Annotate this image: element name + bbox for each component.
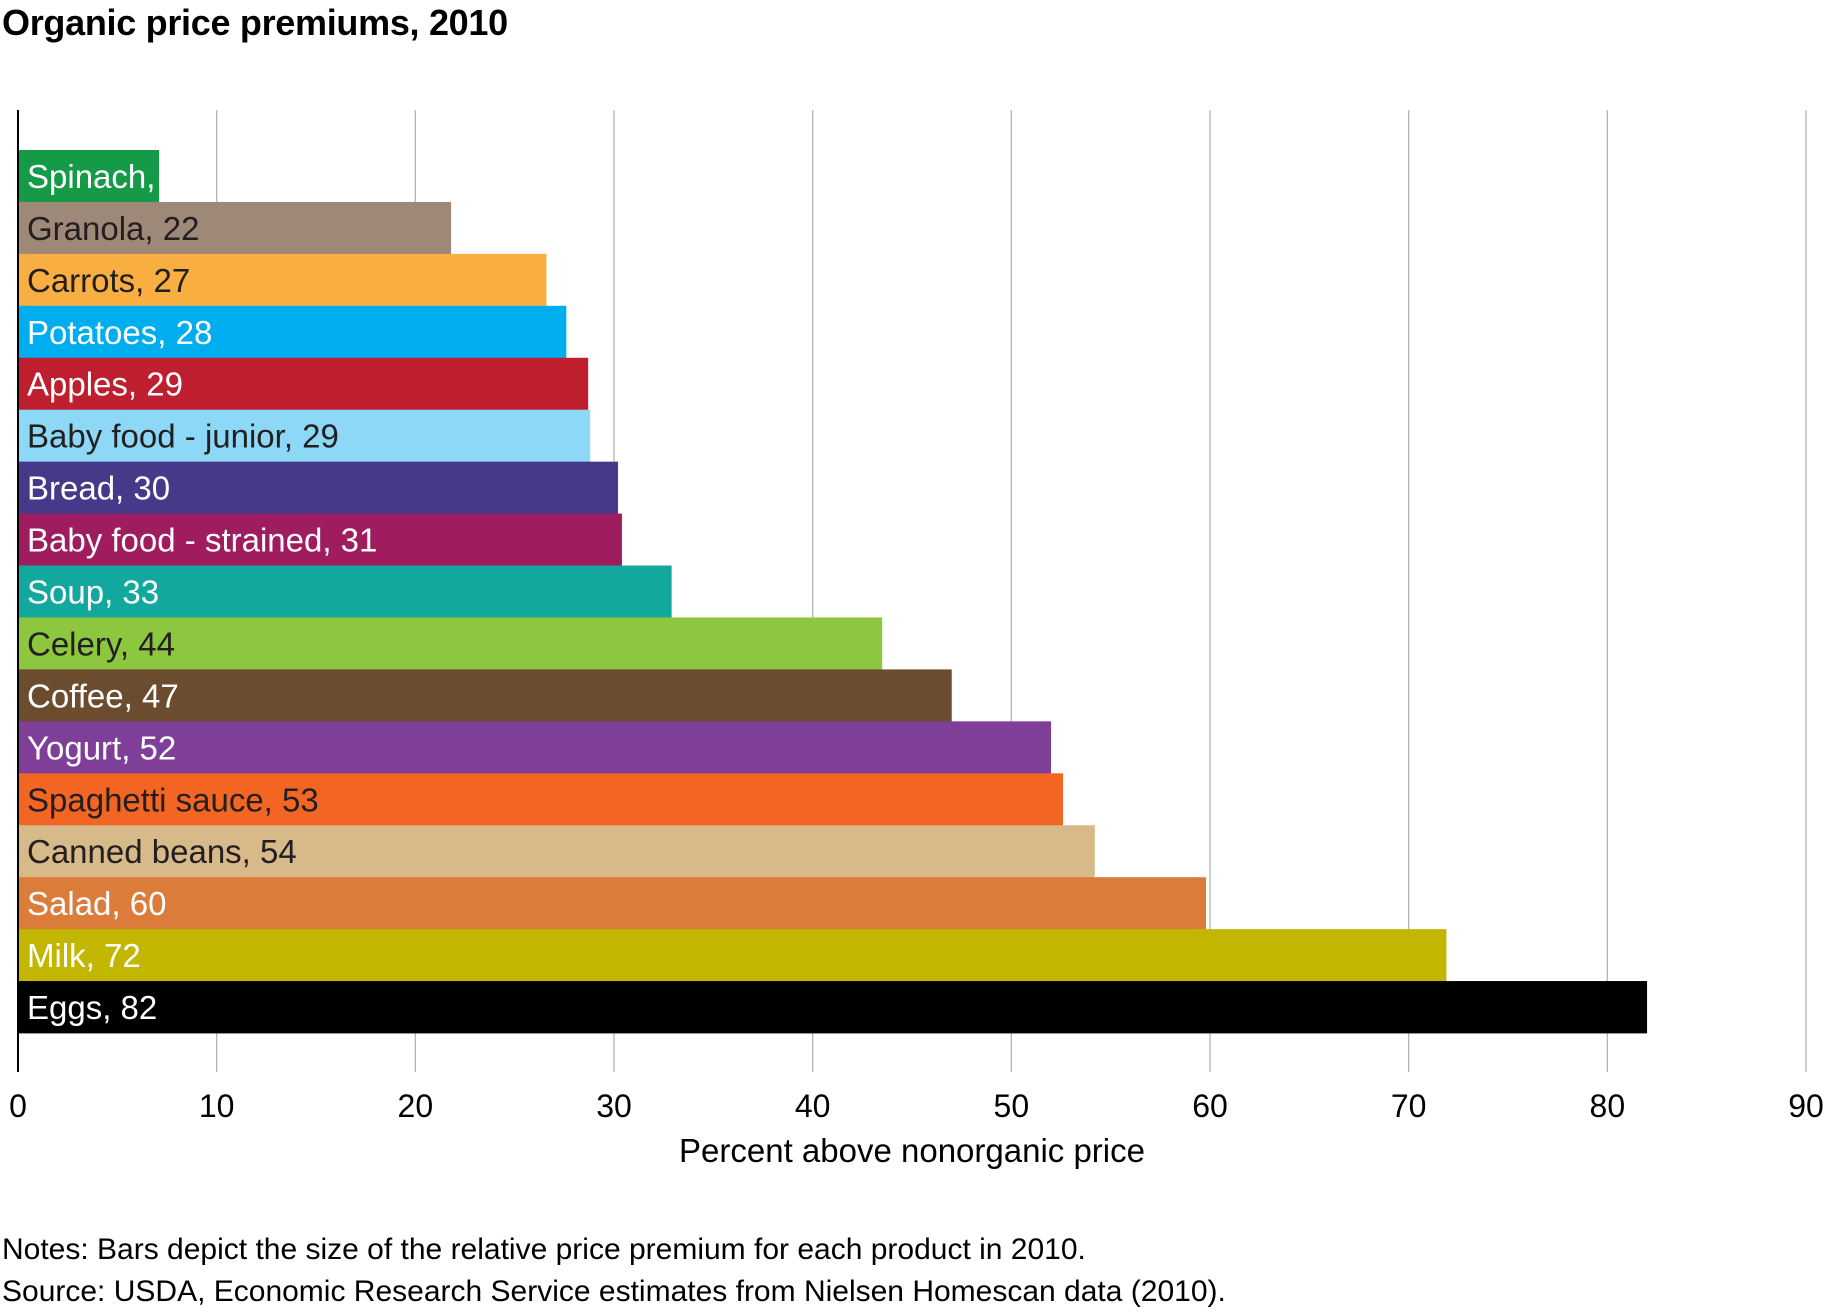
data-label-bread: Bread, 30 [27,470,170,507]
x-axis: 0 10 20 30 40 50 60 70 80 90 Percent above nonorga… [9,110,1824,1169]
data-label-celery: Celery, 44 [27,625,175,662]
bar-coffee [18,669,952,722]
footnotes: Notes: Bars depict the size of the relat… [2,1229,1226,1313]
notes-text: Notes: Bars depict the size of the relat… [2,1233,1086,1266]
bar-salad [18,877,1207,930]
x-axis-title: Percent above nonorganic price [679,1132,1145,1169]
data-label-canned-beans: Canned beans, 54 [27,833,297,870]
data-label-potatoes: Potatoes, 28 [27,314,212,351]
bar-apples [18,357,589,411]
bar-celery [18,617,883,670]
bar-chart: Spinach, 7 Granola, 22 Carrots, 27 Potatoes… [9,110,1824,1169]
bar-milk [18,929,1447,982]
data-label-baby-food-strained: Baby food - strained, 31 [27,522,377,559]
data-label-yogurt: Yogurt, 52 [27,729,176,766]
bar-canned-beans [18,825,1095,878]
x-tick-label-60: 60 [1192,1088,1228,1124]
source-text: Source: USDA, Economic Research Service … [2,1275,1226,1308]
data-label-carrots: Carrots, 27 [27,262,190,299]
data-label-granola: Granola, 22 [27,210,199,247]
bar-spinach [18,150,160,203]
bar-carrots [18,253,547,307]
x-tick-label-80: 80 [1590,1088,1626,1124]
bar-granola [18,201,452,255]
data-label-salad: Salad, 60 [27,885,166,922]
data-label-spinach: Spinach, 7 [27,158,183,195]
bar-soup [18,565,672,618]
x-tick-label-40: 40 [795,1088,831,1124]
bar-baby-food-strained [18,513,622,566]
data-label-soup: Soup, 33 [27,574,159,611]
bar-spaghetti-sauce [18,773,1063,826]
x-tick-label-50: 50 [994,1088,1030,1124]
data-label-spaghetti-sauce: Spaghetti sauce, 53 [27,781,319,818]
data-label-eggs: Eggs, 82 [27,989,157,1026]
x-tick-label-90: 90 [1788,1088,1824,1124]
x-tick-label-20: 20 [398,1088,434,1124]
data-label-baby-food-junior: Baby food - junior, 29 [27,418,339,455]
bars: Spinach, 7 Granola, 22 Carrots, 27 Potatoes… [18,150,1648,1034]
data-label-apples: Apples, 29 [27,366,183,403]
x-tick-label-30: 30 [596,1088,632,1124]
bar-yogurt [18,721,1052,774]
x-tick-label-0: 0 [9,1088,27,1124]
bar-potatoes [18,305,567,359]
data-label-coffee: Coffee, 47 [27,677,179,714]
bar-eggs [18,981,1648,1034]
data-label-milk: Milk, 72 [27,937,141,974]
x-tick-label-10: 10 [199,1088,235,1124]
x-tick-label-70: 70 [1391,1088,1427,1124]
bar-baby-food-junior [18,409,591,463]
chart-title: Organic price premiums, 2010 [2,2,508,43]
bar-bread [18,461,618,514]
